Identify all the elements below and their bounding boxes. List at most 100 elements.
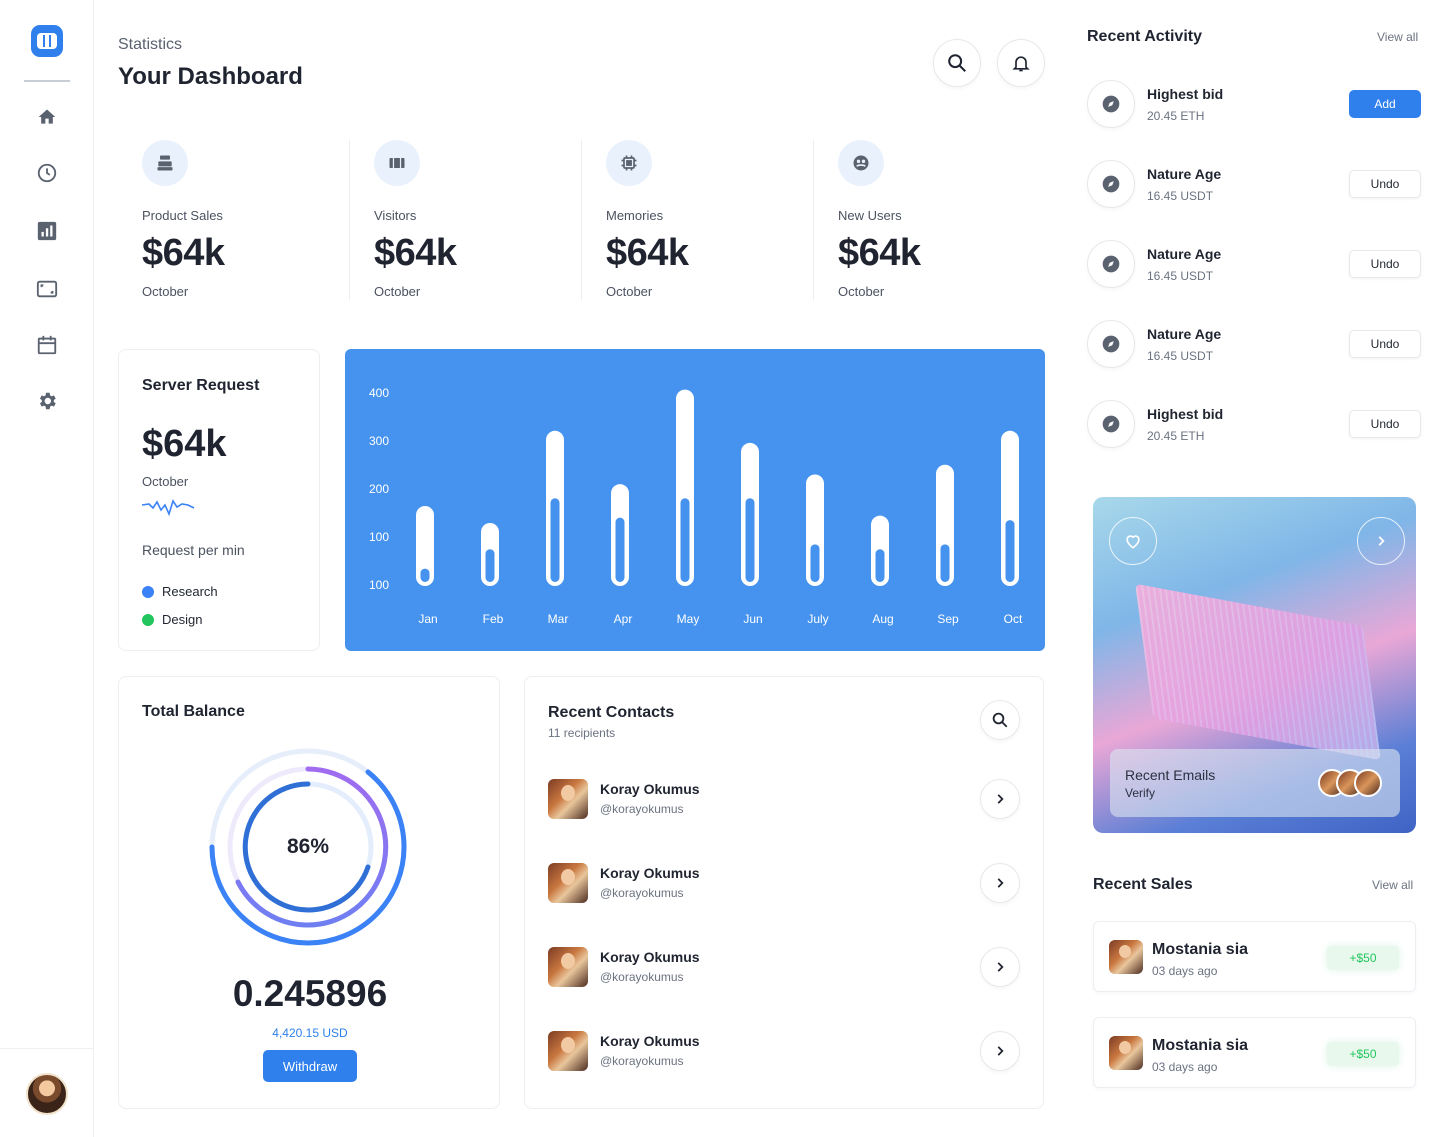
add-button[interactable]: Add	[1349, 90, 1421, 118]
request-per-min-label: Request per min	[142, 542, 245, 558]
contact-row[interactable]: Koray Okumus @korayokumus	[548, 1031, 1023, 1075]
chart-icon[interactable]	[35, 219, 59, 243]
contacts-search-button[interactable]	[980, 700, 1020, 740]
stat-period: October	[606, 284, 653, 299]
user-avatar[interactable]	[26, 1073, 68, 1115]
bar-part[interactable]	[745, 498, 755, 582]
balance-ring	[209, 748, 407, 946]
contact-name: Koray Okumus	[600, 865, 700, 881]
recent-contacts-card: Recent Contacts 11 recipients Koray Okum…	[524, 676, 1044, 1109]
home-icon[interactable]	[35, 105, 59, 129]
chevron-right-icon	[997, 878, 1004, 888]
app-logo[interactable]	[31, 25, 63, 57]
bar-part[interactable]	[1005, 520, 1015, 582]
stat-label: Product Sales	[142, 208, 223, 223]
compass-icon	[1087, 160, 1135, 208]
balance-amount: 0.245896	[232, 973, 388, 1014]
users-icon	[838, 140, 884, 186]
contact-open-button[interactable]	[980, 779, 1020, 819]
contact-name: Koray Okumus	[600, 1033, 700, 1049]
contact-open-button[interactable]	[980, 863, 1020, 903]
monthly-bar-chart: 400 300 200 100 100 Jan Feb Mar Apr May Jun July Aug…	[345, 349, 1045, 651]
contact-open-button[interactable]	[980, 1031, 1020, 1071]
chevron-right-icon	[1378, 536, 1385, 546]
contact-handle: @korayokumus	[600, 1054, 684, 1068]
x-tick-label: Aug	[872, 612, 893, 626]
legend-dot	[142, 585, 154, 598]
sparkline	[142, 499, 195, 517]
total-balance-card: Total Balance 86% 0.245896 4,420.15 USD …	[118, 676, 500, 1109]
chip-icon	[606, 140, 652, 186]
x-tick-label: Jan	[418, 612, 437, 626]
undo-button[interactable]: Undo	[1349, 410, 1421, 438]
activity-view-all-link[interactable]: View all	[1377, 30, 1419, 44]
x-tick-label: Mar	[548, 612, 569, 626]
stat-product-sales: Product Sales $64k October	[118, 140, 350, 300]
stat-visitors: Visitors $64k October	[350, 140, 582, 300]
bar-part[interactable]	[420, 568, 430, 582]
activity-name: Highest bid	[1147, 406, 1224, 422]
stat-period: October	[142, 284, 189, 299]
bar-part[interactable]	[875, 549, 885, 582]
film-icon	[374, 140, 420, 186]
chevron-right-icon	[997, 794, 1004, 804]
undo-button[interactable]: Undo	[1349, 250, 1421, 278]
expand-icon[interactable]	[35, 277, 59, 301]
page-subtitle: Statistics	[118, 36, 183, 53]
calendar-icon[interactable]	[35, 333, 59, 357]
bar-part[interactable]	[615, 517, 625, 582]
compass-icon	[1087, 80, 1135, 128]
legend-label: Design	[162, 612, 203, 627]
x-tick-label: Feb	[483, 612, 504, 626]
contact-row[interactable]: Koray Okumus @korayokumus	[548, 779, 1023, 823]
search-button[interactable]	[933, 39, 981, 87]
compass-icon	[1087, 400, 1135, 448]
sale-item[interactable]: Mostania sia 03 days ago +$50	[1093, 921, 1416, 992]
bar-part[interactable]	[680, 498, 690, 582]
activity-amount: 16.45 USDT	[1147, 269, 1214, 283]
y-tick-label: 400	[369, 386, 389, 400]
bar-part[interactable]	[485, 549, 495, 582]
activity-item: Nature Age 16.45 USDT Undo	[1087, 320, 1421, 370]
server-request-card: Server Request $64k October Request per …	[118, 349, 320, 651]
activity-name: Highest bid	[1147, 86, 1224, 102]
overlay-subtitle[interactable]: Verify	[1125, 786, 1156, 800]
contact-row[interactable]: Koray Okumus @korayokumus	[548, 947, 1023, 991]
featured-image-card[interactable]: Recent Emails Verify	[1093, 497, 1416, 833]
card-title: Recent Contacts	[548, 704, 675, 721]
gear-icon[interactable]	[35, 389, 59, 413]
stat-label: New Users	[838, 208, 902, 223]
clock-icon[interactable]	[35, 161, 59, 185]
contact-row[interactable]: Koray Okumus @korayokumus	[548, 863, 1023, 907]
legend-dot	[142, 613, 154, 626]
sales-view-all-link[interactable]: View all	[1372, 878, 1414, 892]
chevron-right-icon	[997, 1046, 1004, 1056]
stat-label: Visitors	[374, 208, 417, 223]
activity-name: Nature Age	[1147, 326, 1222, 342]
bar-part[interactable]	[940, 544, 950, 582]
bar-total[interactable]	[416, 505, 434, 586]
bar-part[interactable]	[550, 498, 560, 582]
contact-photo	[548, 1031, 588, 1071]
sale-name: Mostania sia	[1152, 1037, 1249, 1054]
server-period: October	[142, 474, 189, 489]
contact-name: Koray Okumus	[600, 949, 700, 965]
favorite-button[interactable]	[1109, 517, 1157, 565]
contact-open-button[interactable]	[980, 947, 1020, 987]
activity-item: Highest bid 20.45 ETH Undo	[1087, 400, 1421, 450]
undo-button[interactable]: Undo	[1349, 170, 1421, 198]
x-tick-label: Jun	[743, 612, 762, 626]
server-value: $64k	[142, 423, 227, 465]
undo-button[interactable]: Undo	[1349, 330, 1421, 358]
notifications-button[interactable]	[997, 39, 1045, 87]
card-title: Server Request	[142, 377, 260, 394]
withdraw-button[interactable]: Withdraw	[263, 1050, 357, 1082]
page-title: Your Dashboard	[118, 63, 303, 90]
avatar	[1354, 769, 1382, 797]
stat-value: $64k	[838, 232, 921, 274]
recent-sales-title: Recent Sales	[1093, 876, 1193, 893]
next-button[interactable]	[1357, 517, 1405, 565]
bar-part[interactable]	[810, 544, 820, 582]
sale-item[interactable]: Mostania sia 03 days ago +$50	[1093, 1017, 1416, 1088]
balance-percent: 86%	[286, 835, 330, 858]
